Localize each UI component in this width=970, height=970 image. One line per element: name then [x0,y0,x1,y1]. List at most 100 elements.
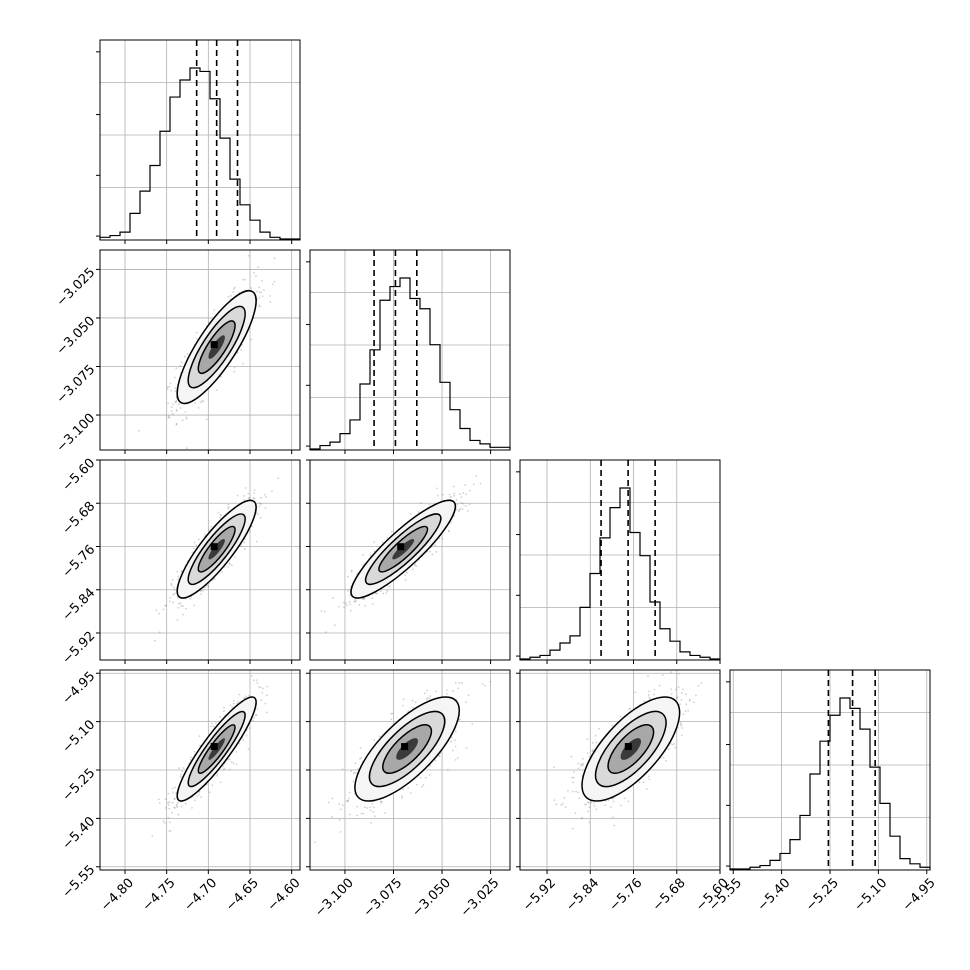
sample-point [341,804,344,807]
sample-point [178,767,180,769]
sample-point [450,740,452,743]
histogram-panel-0 [96,39,301,241]
sample-point [331,597,334,599]
sample-point [371,802,374,805]
sample-point [172,593,175,596]
sample-point [373,739,376,741]
sample-point [194,402,197,405]
sample-point [170,582,173,585]
sample-point [258,304,260,307]
sample-point [177,813,180,816]
sample-point [453,494,455,497]
sample-point [265,711,268,714]
sample-point [648,696,651,699]
sample-point [348,600,351,603]
sample-point [242,362,244,365]
sample-point [204,586,206,589]
sample-point [363,806,366,808]
sample-point [166,388,169,390]
sample-point [206,418,208,421]
sample-point [240,545,243,548]
sample-point [459,718,461,721]
sample-point [464,484,467,486]
sample-point [175,410,178,412]
sample-point [182,767,185,769]
sample-point [373,815,376,818]
sample-point [489,680,492,683]
sample-point [591,741,594,744]
panel-frame [99,459,301,661]
sample-point [460,496,463,499]
histogram-steps [519,487,721,660]
sample-point [366,807,369,809]
sample-point [269,295,271,297]
sample-point [555,803,558,806]
sample-point [158,802,161,804]
sample-point [164,806,167,809]
sample-point [171,412,174,415]
sample-point [263,493,266,496]
sample-point [183,355,186,358]
sample-point [164,822,166,824]
sample-point [236,494,239,497]
sample-point [404,579,407,582]
sample-point [223,767,226,770]
sample-point [243,494,245,497]
sample-point [167,801,170,804]
sample-point [221,570,223,573]
sample-point [247,497,250,499]
sample-point [277,477,280,480]
sample-point [255,540,258,543]
sample-point [229,704,232,707]
sample-point [171,787,174,790]
sample-point [373,550,376,553]
scatter-contour-panels [99,249,721,871]
sample-point [233,366,236,369]
sample-point [227,506,230,509]
sample-point [271,490,273,493]
sample-point [193,541,196,544]
sample-point [261,295,264,298]
sample-point [585,803,588,806]
sample-point [170,406,173,409]
sample-point [202,589,204,592]
sample-point [385,592,388,594]
sample-point [593,802,595,804]
sample-point [264,506,267,509]
sample-point [450,736,453,739]
sample-point [417,511,420,513]
density-contour [176,696,257,802]
density-contour [176,289,257,405]
sample-point [219,513,222,516]
sample-point [352,780,355,783]
histogram-steps [729,697,931,870]
sample-point [197,406,200,409]
sample-point [213,308,216,311]
sample-point [465,493,467,496]
sample-point [176,801,179,804]
sample-point [176,408,178,411]
sample-point [232,699,235,702]
sample-point [271,283,274,286]
sample-point [446,689,448,692]
sample-point [255,275,257,277]
sample-point [168,807,171,810]
sample-point [240,349,243,352]
sample-point [369,806,371,809]
sample-point [211,722,213,725]
sample-point [459,507,462,510]
sample-point [459,493,461,495]
sample-point [229,562,231,565]
density-peak [210,543,218,551]
sample-point [341,768,344,771]
sample-point [170,584,173,587]
sample-point [233,287,235,290]
sample-point [370,821,372,824]
sample-point [208,529,211,531]
sample-point [167,816,170,819]
panel-content [310,460,510,660]
sample-point [157,798,160,801]
sample-point [167,402,170,405]
pair-panel-1-0 [99,249,301,451]
sample-point [168,600,171,603]
